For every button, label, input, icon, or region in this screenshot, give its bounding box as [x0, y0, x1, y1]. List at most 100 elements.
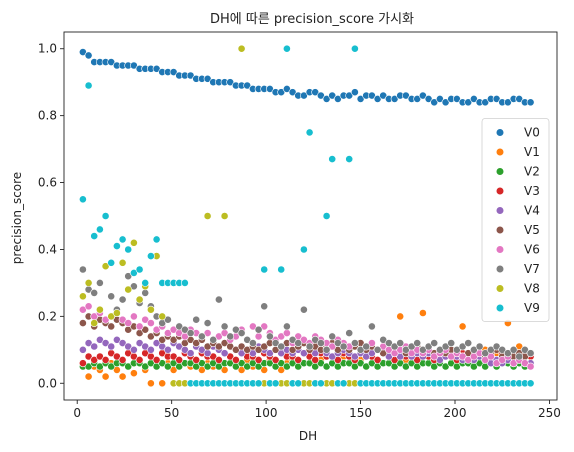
- point-V6-7: [118, 315, 127, 324]
- point-V8-14: [158, 312, 167, 321]
- point-V8-2: [90, 319, 99, 327]
- point-V9-46: [339, 379, 348, 388]
- point-V4-7: [118, 339, 127, 347]
- legend-item-V1: V1: [495, 145, 540, 159]
- point-V4-44: [328, 352, 337, 361]
- point-V1-9: [129, 369, 138, 378]
- point-V2-5: [107, 362, 116, 371]
- legend-label-V2: V2: [524, 165, 540, 179]
- point-V6-31: [254, 332, 263, 341]
- point-V6-11: [141, 315, 150, 324]
- point-V4-25: [220, 349, 229, 358]
- legend-marker-V9: [495, 303, 505, 313]
- point-V4-17: [175, 342, 184, 351]
- point-V8-1: [84, 278, 93, 287]
- point-V2-8: [124, 362, 133, 371]
- series-V0: [79, 48, 535, 107]
- point-V3-27: [231, 355, 240, 364]
- point-V3-3: [96, 352, 104, 361]
- point-V9-9: [129, 268, 138, 277]
- point-V7-45: [333, 339, 342, 347]
- y-axis-title: precision_score: [10, 172, 24, 264]
- point-V0-59: [413, 95, 422, 103]
- point-V9-0: [79, 195, 87, 204]
- point-V6-35: [277, 332, 286, 341]
- legend-marker-V5: [495, 225, 505, 235]
- point-V5-27: [231, 345, 240, 354]
- point-V6-12: [146, 319, 155, 327]
- point-V6-10: [135, 322, 144, 331]
- point-V7-43: [322, 345, 331, 354]
- legend-item-V7: V7: [495, 262, 540, 276]
- point-V0-37: [288, 88, 297, 97]
- point-V0-16: [169, 68, 178, 76]
- point-V7-69: [469, 345, 478, 354]
- point-V6-79: [526, 362, 535, 371]
- point-V3-20: [192, 355, 201, 364]
- legend-label-V7: V7: [524, 262, 540, 276]
- point-V6-39: [299, 335, 308, 344]
- point-V7-72: [486, 345, 495, 354]
- point-V8-12: [146, 305, 155, 314]
- point-V9-48: [350, 44, 359, 53]
- point-V7-76: [509, 345, 518, 354]
- point-V8-25: [220, 212, 229, 220]
- y-axis: 0.0 0.2 0.4 0.6 0.8 1.0: [38, 42, 64, 390]
- point-V7-8: [124, 272, 133, 281]
- point-V9-39: [299, 245, 308, 254]
- point-V9-13: [152, 235, 161, 244]
- point-V7-20: [192, 315, 201, 324]
- point-V0-68: [464, 98, 473, 107]
- point-V0-57: [401, 91, 410, 100]
- point-V0-73: [492, 95, 501, 103]
- point-V7-63: [435, 345, 444, 354]
- point-V0-35: [277, 88, 286, 97]
- legend-label-V3: V3: [524, 184, 540, 198]
- series-V7: [79, 262, 535, 361]
- point-V2-57: [401, 362, 410, 371]
- point-V8-6: [113, 309, 121, 317]
- point-V3-16: [169, 352, 178, 361]
- point-V5-20: [192, 339, 201, 347]
- legend-item-V9: V9: [495, 301, 540, 315]
- series-V9: [79, 44, 535, 388]
- legend-marker-V6: [495, 245, 505, 254]
- point-V3-31: [254, 355, 263, 364]
- point-V7-46: [339, 342, 348, 351]
- point-V6-65: [447, 352, 456, 361]
- point-V6-22: [203, 329, 212, 337]
- point-V0-75: [503, 98, 512, 107]
- point-V6-30: [248, 322, 257, 331]
- point-V7-33: [265, 332, 274, 341]
- point-V3-34: [271, 355, 280, 364]
- point-V9-34: [271, 379, 280, 388]
- point-V7-79: [526, 349, 535, 358]
- point-V7-26: [226, 332, 235, 341]
- point-V8-5: [107, 312, 116, 321]
- point-V6-78: [521, 359, 529, 368]
- point-V5-29: [243, 345, 252, 354]
- point-V1-7: [118, 372, 127, 381]
- point-V7-31: [254, 325, 263, 334]
- point-V6-9: [129, 312, 138, 321]
- point-V6-8: [124, 319, 133, 327]
- point-V0-62: [430, 98, 439, 107]
- point-V9-12: [146, 252, 155, 260]
- point-V1-1: [84, 372, 93, 381]
- point-V7-77: [515, 352, 524, 361]
- x-tick-label-0: 0: [73, 406, 81, 420]
- point-V7-0: [79, 265, 87, 274]
- x-axis-title: DH: [299, 429, 317, 443]
- point-V3-38: [294, 355, 303, 364]
- y-tick-label-0: 0.0: [38, 376, 57, 390]
- point-V9-1: [84, 81, 93, 90]
- point-V0-48: [350, 88, 359, 97]
- point-V6-51: [367, 339, 376, 347]
- point-V7-36: [282, 322, 291, 331]
- point-V5-0: [79, 319, 87, 327]
- point-V4-33: [265, 349, 274, 358]
- point-V9-38: [294, 379, 303, 388]
- y-tick-label-1: 0.2: [38, 309, 57, 323]
- point-V3-41: [311, 355, 320, 364]
- point-V5-16: [169, 335, 178, 344]
